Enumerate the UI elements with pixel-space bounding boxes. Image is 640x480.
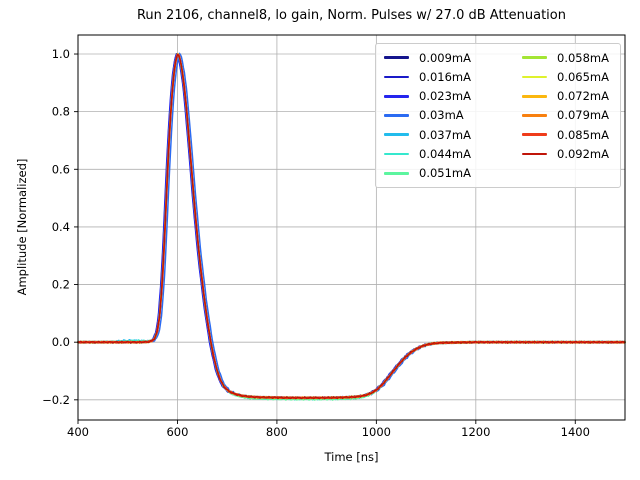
legend-label: 0.009mA <box>419 50 471 65</box>
plot-border <box>77 34 626 421</box>
legend-color-line <box>522 152 547 156</box>
legend-entry: 0.072mA <box>522 87 614 106</box>
legend-label: 0.037mA <box>419 127 471 142</box>
legend-color-line <box>384 114 409 117</box>
legend-entry: 0.058mA <box>522 48 614 67</box>
legend: 0.009mA 0.016mA 0.023mA 0.03mA 0.037mA 0.044m… <box>375 43 621 188</box>
x-tick-label: 600 <box>166 425 188 439</box>
legend-label: 0.03mA <box>419 108 464 123</box>
x-tick-label: 400 <box>67 425 89 439</box>
y-tick-label: 1.0 <box>52 47 70 61</box>
legend-entry: 0.092mA <box>522 144 614 163</box>
legend-color-line <box>384 133 409 137</box>
legend-entry: 0.085mA <box>522 125 614 144</box>
x-tick-label: 800 <box>266 425 288 439</box>
pulse-curve-0.092mA <box>77 54 626 400</box>
legend-label: 0.051mA <box>419 166 471 181</box>
y-tick-label: −0.2 <box>42 393 70 407</box>
x-tick-label: 1200 <box>461 425 490 439</box>
legend-color-line <box>522 114 547 117</box>
legend-entry: 0.016mA <box>384 67 522 86</box>
x-axis-label: Time [ns] <box>324 450 379 464</box>
legend-entry: 0.079mA <box>522 106 614 125</box>
legend-label: 0.072mA <box>557 89 609 104</box>
legend-entry: 0.037mA <box>384 125 522 144</box>
legend-color-line <box>522 133 547 137</box>
y-tick-label: 0.2 <box>52 278 70 292</box>
y-tick-label: 0.6 <box>52 162 70 176</box>
legend-color-line <box>384 75 409 79</box>
legend-color-line <box>384 152 409 156</box>
chart-title: Run 2106, channel8, lo gain, Norm. Pulse… <box>136 8 566 23</box>
legend-color-line <box>384 56 409 59</box>
legend-entry: 0.051mA <box>384 164 522 183</box>
legend-entry: 0.065mA <box>522 67 614 86</box>
legend-color-line <box>522 75 547 79</box>
legend-label: 0.085mA <box>557 127 609 142</box>
y-tick-label: 0.8 <box>52 105 70 119</box>
y-tick-label: 0.4 <box>52 220 70 234</box>
legend-color-line <box>522 56 547 59</box>
legend-label: 0.079mA <box>557 108 609 123</box>
legend-label: 0.016mA <box>419 69 471 84</box>
x-tick-label: 1000 <box>362 425 391 439</box>
x-tick-label: 1400 <box>561 425 590 439</box>
legend-label: 0.058mA <box>557 50 609 65</box>
legend-color-line <box>522 94 547 98</box>
legend-label: 0.092mA <box>557 147 609 162</box>
legend-entry: 0.023mA <box>384 87 522 106</box>
legend-entry: 0.044mA <box>384 144 522 163</box>
legend-color-line <box>384 172 409 175</box>
legend-entry: 0.009mA <box>384 48 522 67</box>
legend-label: 0.023mA <box>419 89 471 104</box>
y-tick-label: 0.0 <box>52 335 70 349</box>
legend-entry: 0.03mA <box>384 106 522 125</box>
legend-label: 0.044mA <box>419 147 471 162</box>
legend-color-line <box>384 94 409 98</box>
y-axis-label: Amplitude [Normalized] <box>15 158 29 296</box>
legend-label: 0.065mA <box>557 69 609 84</box>
